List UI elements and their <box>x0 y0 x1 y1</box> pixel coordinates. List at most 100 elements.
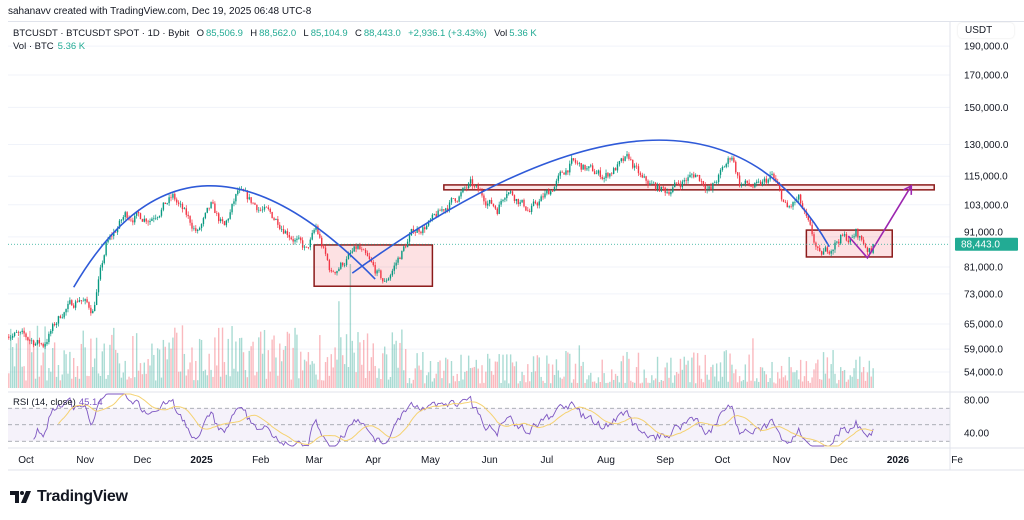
candle-body <box>555 180 558 187</box>
zones-layer <box>313 184 935 287</box>
candle-body <box>450 198 453 203</box>
volume-bar <box>185 375 187 388</box>
volume-bar <box>536 355 539 388</box>
candle-body <box>696 174 699 176</box>
volume-bar <box>439 360 441 388</box>
volume-bar <box>395 340 397 388</box>
candle-body <box>158 215 161 218</box>
candle-body <box>309 239 311 248</box>
volume-bar <box>504 380 506 388</box>
volume-bar <box>36 325 39 388</box>
arc-curve[interactable] <box>351 139 830 274</box>
candle-body <box>225 220 228 226</box>
time-tick-label: Feb <box>252 455 270 466</box>
candle-body <box>126 212 128 218</box>
candle-body <box>177 202 180 204</box>
volume-bar <box>95 337 98 388</box>
volume-bar <box>708 379 710 388</box>
drawings-layer <box>73 139 913 288</box>
volume-bar <box>559 377 561 388</box>
resistance-band[interactable] <box>443 184 935 191</box>
candle-body <box>254 203 256 205</box>
candle-body <box>441 209 443 211</box>
volume-bar <box>838 379 840 388</box>
candle-body <box>841 234 844 236</box>
volume-bar <box>801 381 804 388</box>
candle-body <box>614 168 617 171</box>
volume-bar <box>719 362 722 388</box>
candle-body <box>363 249 365 251</box>
volume-bar <box>450 361 453 388</box>
consolidation-zone-box[interactable] <box>805 229 893 258</box>
volume-bar <box>576 382 579 388</box>
volume-bar <box>609 381 611 388</box>
candle-body <box>431 214 434 220</box>
volume-bar <box>691 357 693 388</box>
volume-bar <box>277 375 279 388</box>
volume-bar <box>48 368 50 388</box>
volume-bar <box>290 379 292 388</box>
candle-body <box>651 183 653 184</box>
volume-bar <box>511 362 514 388</box>
candle-body <box>469 179 472 184</box>
candle-body <box>511 191 514 196</box>
candle-body <box>195 228 197 231</box>
volume-bar <box>231 326 233 388</box>
candle-body <box>784 201 787 203</box>
candle-body <box>695 174 697 178</box>
time-tick-label: Nov <box>773 455 791 466</box>
candle-body <box>168 197 170 204</box>
candle-body <box>506 194 508 199</box>
rsi-label[interactable]: RSI (14, close) <box>13 397 76 408</box>
candle-body <box>263 206 266 210</box>
candle-body <box>845 234 848 241</box>
volume-bar <box>53 342 56 388</box>
candle-body <box>372 261 374 266</box>
candle-body <box>635 165 638 167</box>
candle-body <box>145 218 147 222</box>
volume-bar <box>311 361 313 388</box>
volume-bar <box>99 375 102 388</box>
arc-curve[interactable] <box>73 185 376 288</box>
volume-bar <box>8 373 10 388</box>
candle-body <box>654 182 657 190</box>
candle-body <box>574 160 577 163</box>
volume-bar <box>219 376 222 388</box>
volume-bar <box>454 381 456 388</box>
volume-bar <box>513 366 516 388</box>
volume-bar <box>105 378 107 388</box>
volume-bar <box>170 348 172 388</box>
currency-button[interactable]: USDT <box>958 23 1014 38</box>
symbol-name[interactable]: BTCUSDT · BTCUSDT SPOT · 1D · Bybit <box>13 28 190 39</box>
volume-bar <box>78 378 81 388</box>
candle-body <box>412 229 415 233</box>
candle-body <box>164 202 166 204</box>
candle-body <box>849 237 851 243</box>
volume-bar <box>208 353 210 388</box>
volume-label[interactable]: Vol · BTC <box>13 41 54 52</box>
candle-body <box>418 228 420 232</box>
candle-body <box>847 240 850 243</box>
candle-body <box>364 249 367 253</box>
open-label: O <box>196 28 204 39</box>
volume-bar <box>177 371 180 388</box>
candle-body <box>742 183 745 185</box>
volume-bar <box>561 378 563 388</box>
volume-bar <box>750 380 752 388</box>
candle-body <box>750 184 752 187</box>
volume-bar <box>756 378 758 388</box>
candle-body <box>609 173 611 177</box>
projection-path[interactable] <box>847 185 912 260</box>
candle-body <box>401 250 403 259</box>
volume-bar <box>832 350 834 388</box>
candle-body <box>595 173 598 175</box>
volume-bar <box>429 361 432 388</box>
candle-body <box>570 158 573 164</box>
volume-bar <box>632 382 634 388</box>
candle-body <box>632 159 634 168</box>
volume-bar <box>612 379 615 388</box>
volume-bar <box>31 352 33 388</box>
candle-body <box>542 196 544 198</box>
candle-body <box>725 163 727 167</box>
